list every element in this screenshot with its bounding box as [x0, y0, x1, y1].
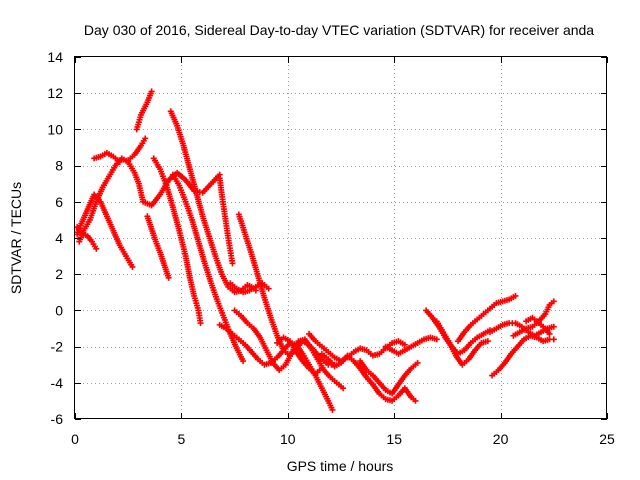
series-arc-16: [274, 334, 325, 377]
series-arc-9: [169, 171, 247, 365]
y-tick-label: 10: [47, 121, 63, 137]
data-point: [550, 323, 557, 330]
x-tick-labels: 0 5 10 15 20 25: [71, 431, 615, 447]
y-tick-label: 12: [47, 85, 63, 101]
y-axis-title: SDTVAR / TECUs: [8, 182, 24, 294]
x-tick-label: 0: [71, 431, 79, 447]
data-point: [512, 292, 519, 299]
data-point: [116, 158, 123, 165]
series-arc-19: [357, 358, 421, 397]
data-point: [148, 88, 155, 95]
data-point: [229, 260, 236, 267]
series-arc-25: [489, 332, 557, 379]
series-arc-22: [433, 318, 491, 368]
series-arc-8: [150, 155, 204, 327]
y-tick-label: -4: [51, 375, 64, 391]
y-tick-label: 14: [47, 49, 63, 65]
data-point: [484, 338, 491, 345]
series-arc-24: [486, 320, 557, 339]
series-arc-4: [91, 149, 123, 165]
data-point: [142, 135, 149, 142]
y-tick-labels: -6 -4 -2 0 2 4 6 8 10 12 14: [47, 49, 63, 427]
series-arc-17: [306, 330, 408, 365]
tick-marks: [75, 57, 608, 420]
y-tick-label: 8: [55, 158, 63, 174]
data-point: [550, 336, 557, 343]
series-arc-10: [167, 108, 259, 296]
plot-frame: [74, 56, 607, 419]
y-tick-label: 6: [55, 194, 63, 210]
series-arc-20: [382, 334, 440, 357]
data-point: [240, 358, 247, 365]
series-arc-7: [144, 213, 172, 281]
data-point: [329, 406, 336, 413]
series-arc-27: [523, 314, 553, 337]
series-arc-11: [216, 175, 236, 267]
data-points: [74, 88, 557, 413]
y-tick-label: -2: [51, 339, 64, 355]
x-tick-label: 25: [599, 431, 615, 447]
y-tick-label: 4: [55, 230, 63, 246]
data-point: [318, 365, 325, 372]
x-tick-label: 15: [386, 431, 402, 447]
data-point: [546, 330, 553, 337]
x-tick-label: 20: [493, 431, 509, 447]
series-arc-5: [125, 135, 149, 164]
data-point: [197, 320, 204, 327]
grid: [75, 57, 607, 419]
y-tick-label: -6: [51, 411, 64, 427]
data-point: [340, 385, 347, 392]
data-point: [401, 341, 408, 348]
data-point: [414, 359, 421, 366]
data-point: [412, 397, 419, 404]
y-tick-label: 2: [55, 266, 63, 282]
data-point: [550, 298, 557, 305]
data-point: [165, 274, 172, 281]
data-point: [433, 336, 440, 343]
y-tick-label: 0: [55, 302, 63, 318]
data-point: [93, 245, 100, 252]
series-arc-6: [133, 88, 155, 133]
data-point: [265, 285, 272, 292]
series-arc-23: [455, 292, 519, 345]
chart-title: Day 030 of 2016, Sidereal Day-to-day VTE…: [84, 22, 594, 38]
series-arc-18: [318, 350, 419, 404]
x-tick-label: 10: [280, 431, 296, 447]
x-tick-label: 5: [178, 431, 186, 447]
series-arc-26: [510, 298, 557, 339]
x-axis-title: GPS time / hours: [287, 458, 394, 474]
data-point: [129, 263, 136, 270]
